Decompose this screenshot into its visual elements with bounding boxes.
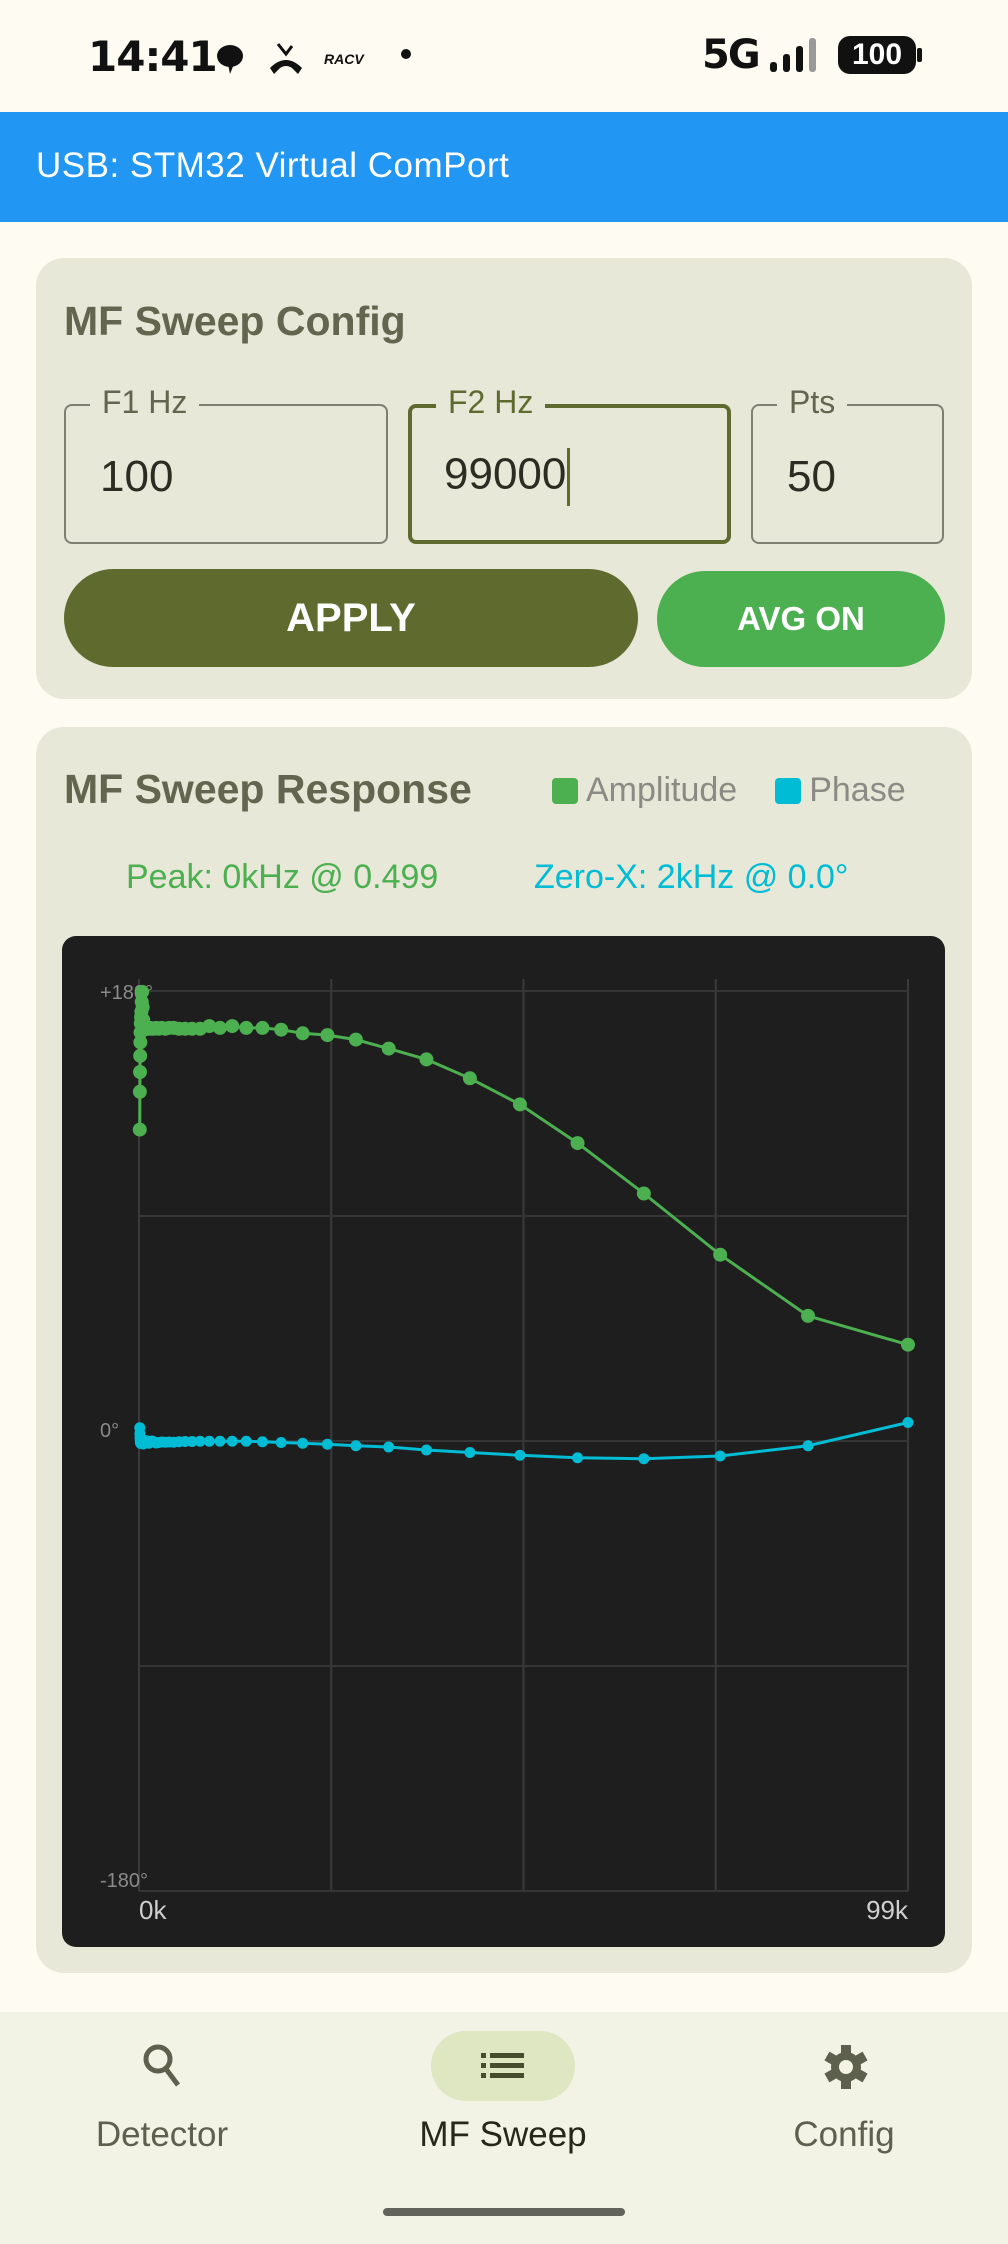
home-indicator[interactable] — [383, 2208, 625, 2216]
amplitude-point — [512, 1097, 527, 1112]
phase-point — [514, 1449, 526, 1461]
phase-point — [275, 1437, 287, 1448]
amplitude-point — [570, 1136, 585, 1151]
f2-value: 99000 — [444, 449, 567, 499]
phase-point — [638, 1453, 650, 1465]
phase-point — [321, 1438, 333, 1450]
phase-point — [186, 1436, 198, 1447]
apply-button[interactable]: APPLY — [64, 569, 638, 667]
phase-point — [203, 1435, 215, 1447]
nav-item-mf-sweep[interactable] — [431, 2031, 575, 2101]
amplitude-point — [801, 1308, 816, 1323]
amplitude-point — [225, 1019, 240, 1034]
amplitude-point — [132, 1084, 147, 1099]
response-title: MF Sweep Response — [64, 766, 472, 812]
notification-icons: RACV — [217, 43, 365, 74]
legend-phase: Phase — [809, 771, 906, 809]
amplitude-swatch — [552, 777, 578, 804]
connection-title: USB: STM32 Virtual ComPort — [36, 146, 510, 185]
zero-crossing-readout: Zero-X: 2kHz @ 0.0° — [534, 858, 849, 896]
f2-input[interactable]: F2 Hz 99000 — [408, 384, 731, 544]
amplitude-point — [381, 1041, 396, 1056]
gear-icon — [824, 2045, 868, 2089]
legend-amplitude: Amplitude — [586, 771, 738, 809]
nav-label-mf-sweep: MF Sweep — [419, 2115, 587, 2154]
phase-point — [194, 1435, 206, 1447]
racv-icon: RACV — [324, 51, 365, 67]
network-type: 5G — [702, 32, 761, 78]
legend: Amplitude Phase — [552, 771, 906, 810]
amplitude-point — [419, 1052, 434, 1067]
amplitude-point — [135, 1000, 150, 1015]
amplitude-point — [901, 1337, 915, 1352]
x-tick-label: 0k — [139, 1895, 167, 1925]
nav-label-config: Config — [793, 2115, 895, 2154]
phase-point — [464, 1447, 476, 1458]
phase-swatch — [775, 777, 802, 804]
phase-point — [350, 1440, 362, 1452]
pts-label: Pts — [777, 384, 848, 421]
search-icon — [143, 2044, 180, 2087]
amplitude-point — [133, 1035, 148, 1050]
dot-icon — [401, 49, 411, 59]
nav-item-config[interactable] — [740, 2025, 950, 2185]
battery-tip — [917, 48, 922, 62]
chart-area: +180° 0° -180° 0k 99k — [62, 936, 945, 1947]
text-cursor — [567, 448, 571, 506]
f1-value: 100 — [100, 452, 174, 501]
amplitude-point — [135, 984, 150, 999]
battery-indicator: 100 — [838, 36, 916, 74]
chat-bubble-icon — [217, 45, 243, 74]
phase-point — [226, 1435, 238, 1447]
signal-icon — [770, 38, 816, 72]
amplitude-point — [133, 1065, 148, 1079]
amplitude-point — [202, 1019, 217, 1034]
pts-value: 50 — [787, 452, 836, 501]
amplitude-point — [255, 1020, 270, 1035]
list-icon — [481, 2053, 524, 2078]
phase-point — [714, 1450, 726, 1462]
status-time: 14:41 — [88, 32, 218, 81]
status-bar: 14:41 RACV 5G 100 — [0, 0, 1008, 112]
y-tick-label: -180° — [100, 1870, 148, 1892]
sweep-chart: +180°0°-180°0k 99k — [100, 979, 915, 1925]
phase-point — [572, 1452, 584, 1464]
x-tick-label: 99k — [866, 1895, 909, 1925]
amplitude-point — [348, 1032, 363, 1047]
app-bar — [0, 112, 1008, 222]
phase-point — [256, 1436, 268, 1448]
f1-label: F1 Hz — [90, 384, 200, 421]
nav-item-detector[interactable] — [56, 2025, 266, 2185]
f2-label: F2 Hz — [436, 384, 546, 421]
nav-label-detector: Detector — [95, 2115, 229, 2154]
phase-point — [802, 1440, 814, 1452]
phase-point — [383, 1441, 395, 1453]
amplitude-point — [295, 1026, 310, 1041]
phase-point — [902, 1417, 914, 1428]
amplitude-point — [132, 1122, 147, 1137]
phase-point — [214, 1435, 226, 1447]
amplitude-point — [320, 1028, 335, 1043]
f1-input[interactable]: F1 Hz 100 — [64, 384, 388, 544]
y-tick-label: 0° — [100, 1420, 119, 1442]
amplitude-point — [212, 1020, 227, 1035]
missed-call-icon — [270, 43, 302, 74]
pts-input[interactable]: Pts 50 — [751, 384, 944, 544]
peak-readout: Peak: 0kHz @ 0.499 — [126, 858, 439, 896]
amplitude-point — [239, 1020, 254, 1035]
amplitude-point — [274, 1022, 289, 1037]
avg-toggle-button[interactable]: AVG ON — [657, 571, 945, 667]
phase-point — [240, 1435, 252, 1447]
phase-point — [297, 1437, 309, 1449]
amplitude-point — [133, 1048, 148, 1063]
amplitude-point — [713, 1247, 728, 1262]
phase-point — [420, 1444, 432, 1456]
config-title: MF Sweep Config — [64, 298, 406, 344]
amplitude-point — [636, 1186, 651, 1201]
amplitude-point — [462, 1071, 477, 1086]
